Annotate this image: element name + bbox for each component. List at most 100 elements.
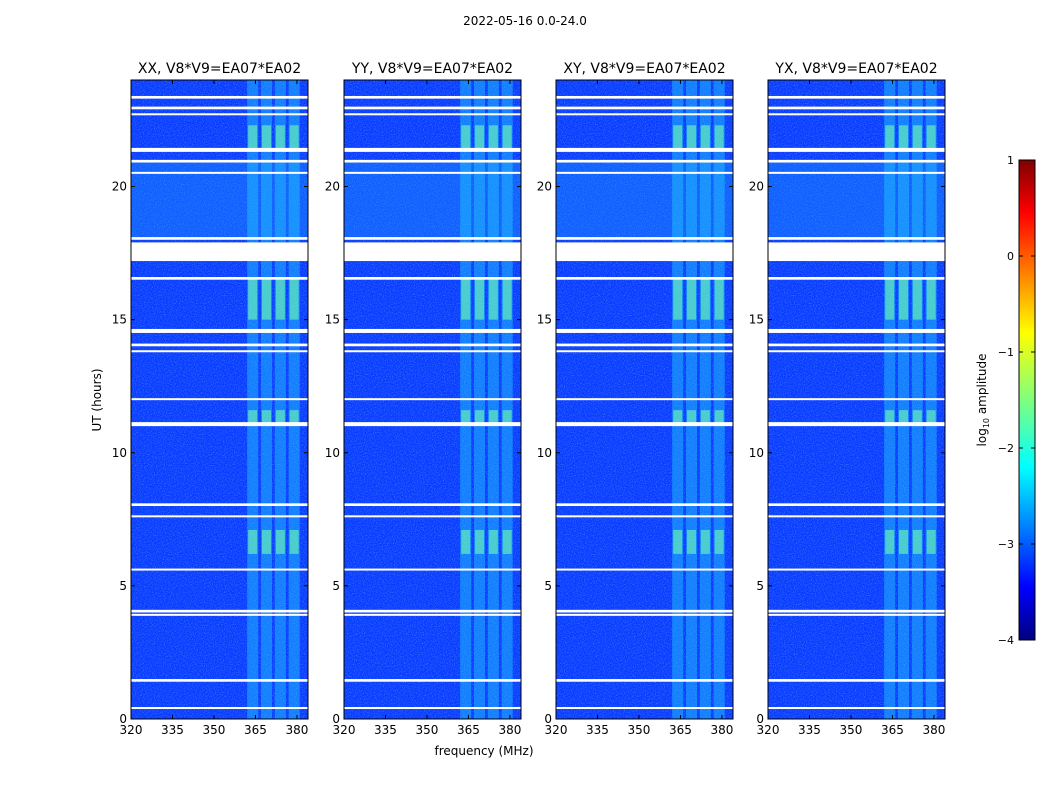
- flagged-row: [131, 171, 308, 174]
- rfi-bright-block: [912, 125, 922, 150]
- rfi-bright-block: [912, 410, 922, 424]
- flagged-row: [768, 113, 945, 116]
- y-tick-label: 0: [119, 712, 127, 726]
- flagged-row: [131, 422, 308, 427]
- y-tick-label: 10: [112, 446, 127, 460]
- flagged-row: [556, 707, 733, 710]
- flagged-row: [344, 147, 521, 152]
- flagged-row: [344, 113, 521, 116]
- rfi-bright-block: [488, 125, 498, 150]
- rfi-bright-block: [261, 410, 272, 424]
- x-tick-label: 320: [545, 723, 568, 737]
- x-tick-label: 350: [416, 723, 439, 737]
- rfi-bright-block: [275, 529, 285, 554]
- y-tick-label: 15: [112, 313, 127, 327]
- rfi-bright-block: [700, 410, 710, 424]
- flagged-row: [768, 147, 945, 152]
- flagged-row: [556, 609, 733, 613]
- flagged-row: [768, 679, 945, 682]
- axes-frame: [555, 79, 734, 720]
- flagged-row: [344, 106, 521, 110]
- y-tick-label: 20: [112, 180, 127, 194]
- flagged-row: [344, 679, 521, 682]
- rfi-bright-block: [885, 277, 895, 320]
- rfi-bright-block: [461, 277, 471, 320]
- x-tick-label: 365: [457, 723, 480, 737]
- rfi-bright-block: [714, 410, 724, 424]
- flagged-row: [131, 679, 308, 682]
- panel-yy: YY, V8*V9=EA07*EA02 320 335 350 365 380 0 5 10 15…: [325, 61, 522, 737]
- flagged-row: [131, 515, 308, 518]
- flagged-row: [556, 277, 733, 280]
- rfi-bright-block: [275, 410, 285, 424]
- panel-xy: XY, V8*V9=EA07*EA02 320 335 350 365 380 0 5 10 15…: [537, 61, 734, 737]
- y-tick-label: 5: [119, 579, 127, 593]
- rfi-bright-block: [714, 125, 724, 150]
- panel-title: XY, V8*V9=EA07*EA02: [563, 61, 725, 77]
- flagged-row: [131, 106, 308, 110]
- flagged-row: [344, 398, 521, 401]
- rfi-bright-block: [248, 277, 258, 320]
- flagged-row: [131, 277, 308, 280]
- flagged-row: [556, 147, 733, 152]
- flagged-row: [556, 679, 733, 682]
- rfi-bright-block: [502, 277, 512, 320]
- flagged-row: [344, 171, 521, 174]
- rfi-bright-block: [673, 410, 683, 424]
- x-tick-label: 320: [120, 723, 143, 737]
- y-tick-label: 15: [749, 313, 764, 327]
- rfi-bright-block: [885, 410, 895, 424]
- flagged-row: [556, 343, 733, 347]
- rfi-bright-block: [898, 125, 909, 150]
- flagged-row: [768, 277, 945, 280]
- flagged-row: [556, 503, 733, 506]
- flagged-row: [556, 95, 733, 99]
- flagged-row: [768, 568, 945, 571]
- panel-title: XX, V8*V9=EA07*EA02: [138, 61, 301, 77]
- y-tick-label: 10: [325, 446, 340, 460]
- panel-xx: XX, V8*V9=EA07*EA02 320 335 350 365 380 0 5 10 15…: [112, 61, 309, 737]
- y-tick-label: 0: [332, 712, 340, 726]
- flagged-row: [131, 237, 308, 240]
- flagged-row: [344, 613, 521, 616]
- rfi-bright-block: [714, 277, 724, 320]
- flagged-row: [131, 113, 308, 116]
- panel-title: YX, V8*V9=EA07*EA02: [774, 61, 937, 77]
- flagged-row: [556, 106, 733, 110]
- rfi-bright-block: [289, 125, 299, 150]
- rfi-bright-block: [926, 277, 936, 320]
- flagged-row: [131, 95, 308, 99]
- flagged-row: [344, 159, 521, 163]
- flagged-row: [768, 707, 945, 710]
- flagged-row: [131, 343, 308, 347]
- rfi-bright-block: [502, 529, 512, 554]
- rfi-bright-block: [898, 529, 909, 554]
- flagged-row: [344, 237, 521, 240]
- x-tick-label: 335: [161, 723, 184, 737]
- flagged-row: [556, 159, 733, 163]
- rfi-bright-block: [261, 529, 272, 554]
- colorbar-tick-label: −3: [998, 538, 1014, 551]
- y-tick-label: 5: [756, 579, 764, 593]
- rfi-bright-block: [673, 277, 683, 320]
- x-tick-label: 380: [710, 723, 733, 737]
- rfi-bright-block: [261, 125, 272, 150]
- rfi-bright-block: [461, 125, 471, 150]
- rfi-bright-block: [912, 277, 922, 320]
- y-tick-label: 10: [537, 446, 552, 460]
- flagged-row: [556, 613, 733, 616]
- y-tick-label: 20: [749, 180, 764, 194]
- y-tick-label: 5: [332, 579, 340, 593]
- y-tick-label: 0: [756, 712, 764, 726]
- colorbar-tick-label: −2: [998, 442, 1014, 455]
- colorbar-gradient: [1018, 159, 1036, 641]
- rfi-bright-block: [502, 125, 512, 150]
- x-tick-label: 380: [285, 723, 308, 737]
- x-tick-label: 320: [333, 723, 356, 737]
- panel-title: YY, V8*V9=EA07*EA02: [351, 61, 513, 77]
- rfi-bright-block: [289, 277, 299, 320]
- x-axis-label: frequency (MHz): [434, 744, 533, 758]
- rfi-bright-block: [700, 529, 710, 554]
- flagged-row: [131, 568, 308, 571]
- flagged-row: [768, 95, 945, 99]
